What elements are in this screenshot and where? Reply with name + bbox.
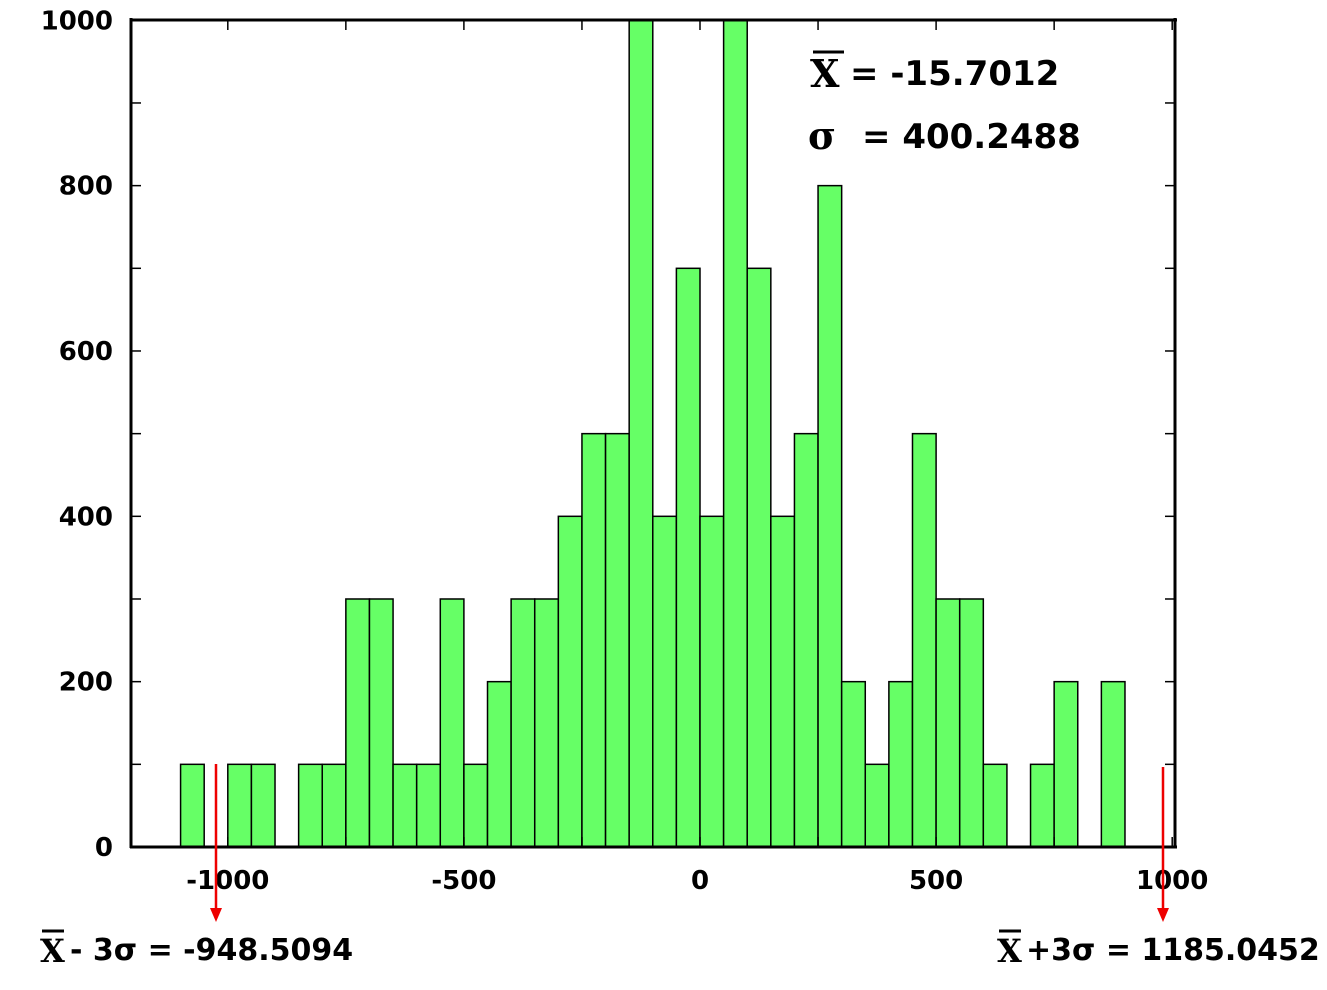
histogram-bar xyxy=(297,763,323,848)
histogram-bar xyxy=(958,598,985,848)
histogram-bar xyxy=(1029,763,1055,848)
histogram-bar xyxy=(722,19,748,848)
x-tick-label: 0 xyxy=(691,866,709,896)
stats-annotation: X = -15.7012 σ = 400.2488 xyxy=(808,50,1081,158)
x-tick-label: -500 xyxy=(431,866,496,896)
histogram-bar xyxy=(368,598,394,848)
histogram-bar xyxy=(510,598,536,848)
y-tick-label: 0 xyxy=(95,833,113,863)
upper-bound-annotation: X +3σ = 1185.0452 xyxy=(997,767,1320,970)
histogram-bar xyxy=(581,432,607,848)
histogram-bar xyxy=(250,763,276,848)
histogram-bar xyxy=(415,763,442,848)
histogram-bar xyxy=(557,515,583,848)
histogram-bar xyxy=(911,432,937,848)
y-tick-label: 400 xyxy=(59,502,113,532)
histogram-bar xyxy=(628,19,654,848)
histogram-bar xyxy=(888,680,914,848)
y-tick-label: 200 xyxy=(59,668,113,698)
histogram-bar xyxy=(746,267,772,848)
three-sigma-bounds: X - 3σ = -948.5094 X +3σ = 1185.0452 xyxy=(40,764,1320,970)
mean-symbol: X xyxy=(810,51,840,96)
histogram-bar xyxy=(675,267,701,848)
histogram-bar xyxy=(463,763,489,848)
lower-bound-annotation: X - 3σ = -948.5094 xyxy=(40,764,353,970)
tick-labels: 0 200 400 600 800 1000 -1000 -500 0 500 1000 xyxy=(41,6,1209,896)
histogram-bar xyxy=(864,763,890,848)
x-tick-label: 500 xyxy=(909,866,963,896)
histogram-bar xyxy=(392,763,418,848)
axis-ticks xyxy=(131,19,1175,848)
x-tick-label: -1000 xyxy=(186,866,269,896)
std-symbol: σ xyxy=(808,113,836,158)
y-tick-label: 1000 xyxy=(41,6,113,36)
mean-annotation: X = -15.7012 xyxy=(810,50,1059,96)
histogram-bar xyxy=(486,680,512,848)
x-tick-label: 1000 xyxy=(1136,866,1208,896)
histogram-bar xyxy=(179,763,205,848)
histogram-bar xyxy=(321,763,347,848)
std-annotation: σ = 400.2488 xyxy=(808,113,1081,158)
histogram-bar xyxy=(1053,680,1079,848)
histogram-bar xyxy=(439,598,465,848)
lower-bound-arrowhead xyxy=(210,908,222,922)
y-tick-label: 800 xyxy=(59,172,113,202)
histogram-bar xyxy=(533,598,560,848)
histogram-bar xyxy=(840,680,867,848)
histogram-bar xyxy=(1100,680,1126,848)
upper-bound-value: +3σ = 1185.0452 xyxy=(1026,933,1320,968)
histogram-bar xyxy=(652,515,678,848)
histogram-bar xyxy=(345,598,371,848)
upper-bound-arrowhead xyxy=(1157,908,1169,922)
upper-bound-symbol: X xyxy=(997,932,1022,970)
histogram-bar xyxy=(982,763,1008,848)
histogram-bars xyxy=(179,19,1126,848)
histogram-bar xyxy=(935,598,961,848)
mean-value: = -15.7012 xyxy=(850,54,1059,94)
histogram-bar xyxy=(770,515,796,848)
histogram-bar xyxy=(793,432,819,848)
y-tick-label: 600 xyxy=(59,337,113,367)
histogram-bar xyxy=(604,432,630,848)
histogram-bar xyxy=(227,763,253,848)
lower-bound-symbol: X xyxy=(40,932,65,970)
histogram-bar xyxy=(817,184,843,848)
std-value: = 400.2488 xyxy=(862,117,1081,157)
histogram-bar xyxy=(699,515,725,848)
lower-bound-value: - 3σ = -948.5094 xyxy=(70,933,353,968)
